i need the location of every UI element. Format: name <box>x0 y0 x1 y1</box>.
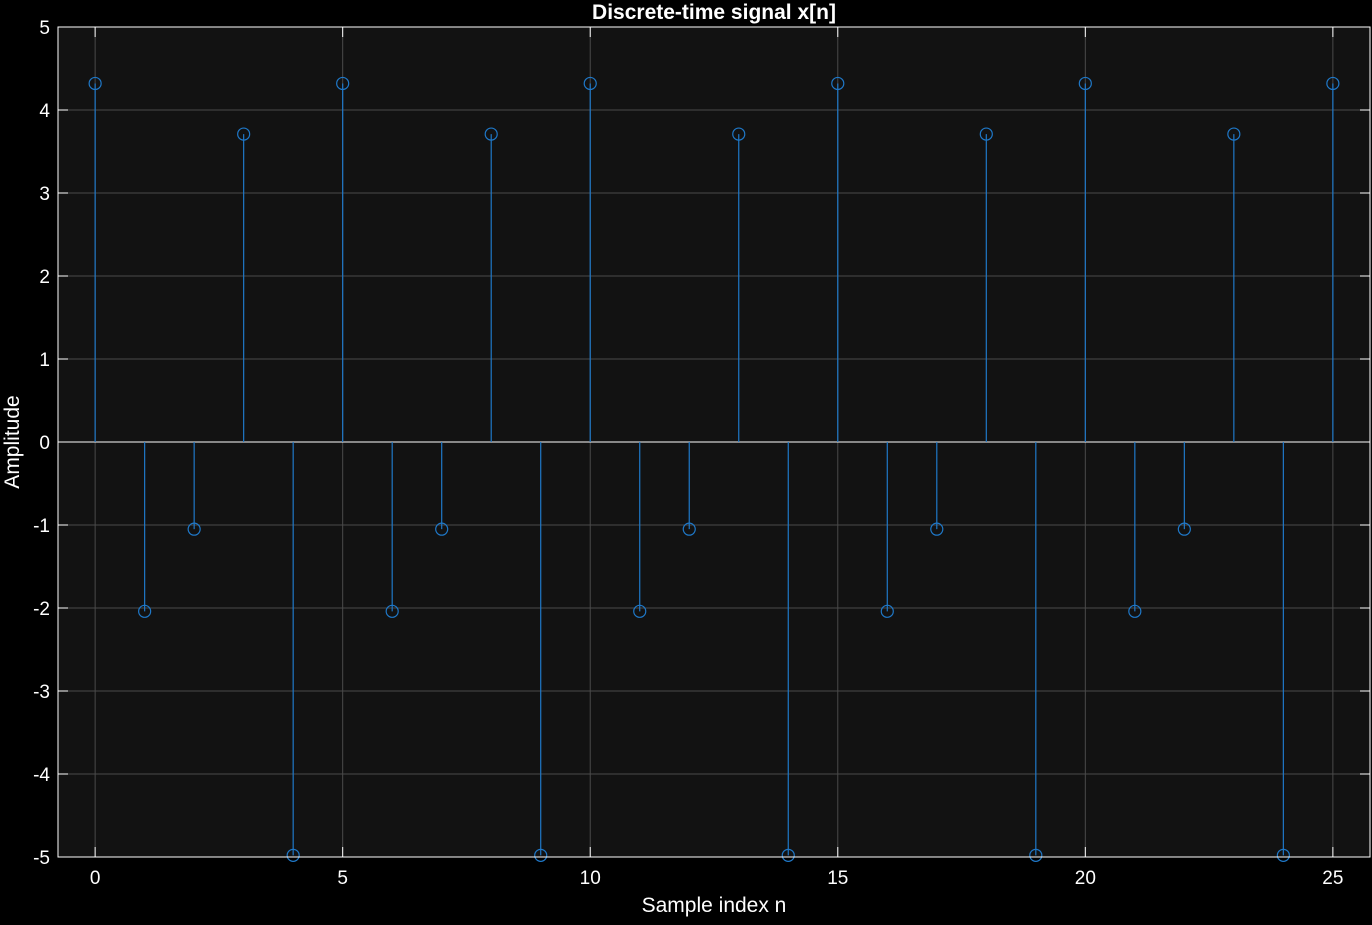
stem-marker <box>534 848 548 862</box>
y-tick-labels: -5 -4 -3 -2 -1 0 1 2 3 4 5 <box>33 18 1370 869</box>
stem-marker <box>237 127 251 141</box>
x-tick-label: 15 <box>827 868 848 889</box>
stem-marker <box>1276 848 1290 862</box>
stem-marker <box>1029 848 1043 862</box>
stem-marker <box>286 848 300 862</box>
stem-marker <box>979 127 993 141</box>
stem-marker <box>880 604 894 618</box>
stem-marker <box>1227 127 1241 141</box>
stem-marker <box>930 522 944 536</box>
y-tick-label: -3 <box>33 682 50 703</box>
y-tick-label: 2 <box>39 267 50 288</box>
stem-marker <box>484 127 498 141</box>
y-tick-label: -4 <box>33 765 50 786</box>
x-axis-label: Sample index n <box>642 894 787 917</box>
stem-marker <box>1078 76 1092 91</box>
y-tick-label: -1 <box>33 516 50 537</box>
stem-marker <box>682 522 696 536</box>
stem-marker <box>831 76 845 91</box>
x-tick-label: 20 <box>1075 868 1096 889</box>
stem-marker <box>781 848 795 862</box>
y-tick-label: -5 <box>33 848 50 869</box>
stem-marker <box>336 76 350 91</box>
stem-marker <box>1326 76 1340 91</box>
y-tick-label: 0 <box>39 433 50 454</box>
stem-marker <box>633 604 647 618</box>
y-tick-label: -2 <box>33 599 50 620</box>
y-tick-label: 5 <box>39 18 50 39</box>
markers <box>88 76 1340 862</box>
y-tick-label: 1 <box>39 350 50 371</box>
x-tick-labels: 0 5 10 15 20 25 <box>90 27 1343 889</box>
stem-marker <box>88 76 102 91</box>
stem-marker <box>583 76 597 91</box>
y-tick-label: 4 <box>39 101 50 122</box>
stem-marker <box>138 604 152 618</box>
stem-marker <box>385 604 399 618</box>
x-tick-label: 5 <box>337 868 348 889</box>
stem-marker <box>1177 522 1191 536</box>
y-axis-label: Amplitude <box>1 395 24 488</box>
x-tick-label: 0 <box>90 868 101 889</box>
stem-marker <box>1128 604 1142 618</box>
stem-marker <box>435 522 449 536</box>
stems <box>94 83 1334 856</box>
stem-marker <box>187 522 201 536</box>
stem-marker <box>732 127 746 141</box>
chart-title: Discrete-time signal x[n] <box>592 1 836 24</box>
y-tick-label: 3 <box>39 184 50 205</box>
x-tick-label: 10 <box>580 868 601 889</box>
x-tick-label: 25 <box>1322 868 1343 889</box>
